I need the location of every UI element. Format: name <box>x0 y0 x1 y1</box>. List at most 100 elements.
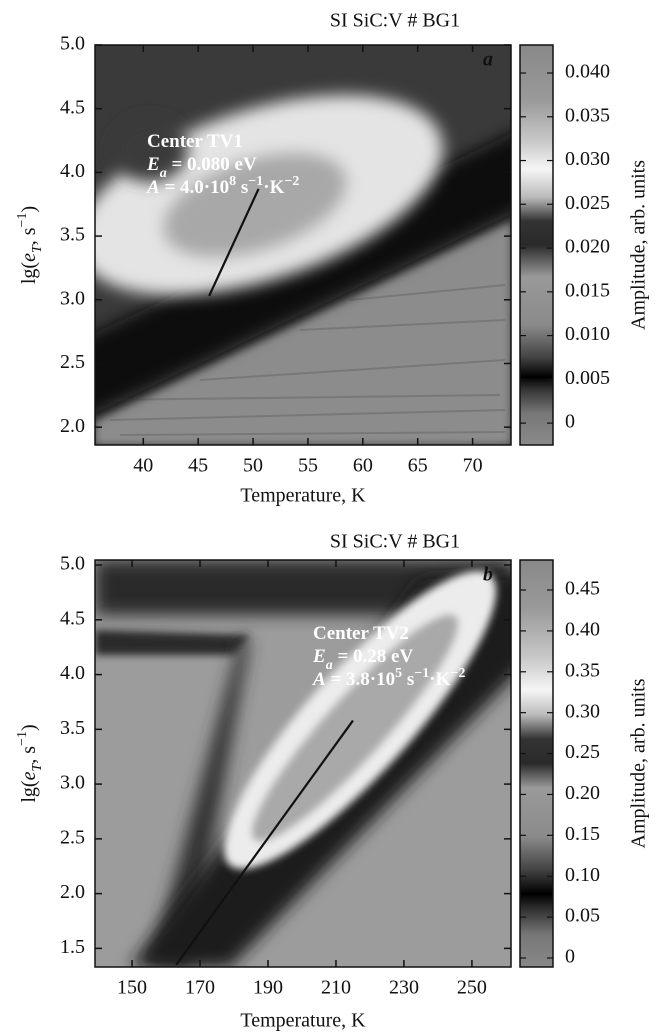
y-axis-label-part: −1 <box>15 731 30 746</box>
annotation-part: −1 <box>414 666 429 681</box>
annotation-part: A <box>146 177 160 198</box>
colorbar-tick-label: 0.30 <box>565 700 600 722</box>
y-axis-label-part: lg( <box>18 780 40 803</box>
colorbar-tick-label: 0.35 <box>565 659 600 681</box>
annotation-part: 5 <box>395 666 402 681</box>
annotation-part: s <box>236 177 248 198</box>
y-axis-label-part: −1 <box>15 213 30 228</box>
colorbar-frame <box>519 44 554 446</box>
x-tick-label: 45 <box>188 455 208 477</box>
colorbar-tick-label: 0.15 <box>565 823 600 845</box>
x-tick-label: 65 <box>408 455 428 477</box>
x-tick-label: 150 <box>117 977 147 999</box>
colorbar-tick-label: 0.020 <box>565 236 610 258</box>
y-tick-label: 4.0 <box>60 160 85 182</box>
annotation-part: = 3.8·10 <box>326 669 395 690</box>
x-tick-label: 60 <box>353 455 373 477</box>
colorbar-tick-label: 0.40 <box>565 618 600 640</box>
y-axis-label-part: T <box>30 763 45 772</box>
x-tick-label: 55 <box>298 455 318 477</box>
annotation: Ea = 0.080 eV <box>146 154 257 180</box>
colorbar-tick-label: 0.005 <box>565 367 610 389</box>
panel-letter: a <box>483 49 493 71</box>
annotation-part: = 0.080 eV <box>167 154 257 175</box>
plot-frame <box>94 44 512 446</box>
colorbar-tick-label: 0 <box>565 946 575 968</box>
annotation-part: ·K <box>429 669 450 690</box>
colorbar <box>520 45 553 445</box>
annotation-part: −1 <box>248 174 263 189</box>
colorbar-tick-label: 0.20 <box>565 782 600 804</box>
annotation: Center TV2 <box>313 623 409 644</box>
y-tick-label: 4.5 <box>60 96 85 118</box>
y-axis-label-part: , s <box>18 746 40 764</box>
colorbar-tick-label: 0.025 <box>565 192 610 214</box>
colorbar-tick-label: 0.10 <box>565 864 600 886</box>
y-tick-label: 5.0 <box>60 33 85 55</box>
y-axis-label-part: , s <box>18 227 40 245</box>
chart-title: SI SiC:V # BG1 <box>330 531 460 553</box>
annotation-part: a <box>326 658 333 673</box>
colorbar-tick-label: 0.035 <box>565 104 610 126</box>
annotation-part: Center TV1 <box>147 131 243 152</box>
y-axis-label: lg(eT, s−1) <box>15 724 45 802</box>
colorbar-tick-label: 0.030 <box>565 148 610 170</box>
y-tick-label: 4.0 <box>60 662 85 684</box>
y-axis-label-part: lg( <box>18 262 40 285</box>
y-axis-label-part: e <box>18 253 40 262</box>
x-tick-label: 40 <box>133 455 153 477</box>
y-tick-label: 3.0 <box>60 772 85 794</box>
annotation-part: a <box>160 166 167 181</box>
y-tick-label: 3.5 <box>60 224 85 246</box>
annotation: Center TV1 <box>147 131 243 152</box>
colorbar-label: Amplitude, arb. units <box>628 160 650 330</box>
chart-title: SI SiC:V # BG1 <box>330 10 460 32</box>
annotation: Ea = 0.28 eV <box>312 646 413 672</box>
y-tick-label: 1.5 <box>60 936 85 958</box>
annotation-part: 8 <box>229 174 236 189</box>
annotation-part: = 4.0·10 <box>160 177 229 198</box>
colorbar-tick-label: 0 <box>565 411 575 433</box>
x-axis-label: Temperature, K <box>240 485 366 507</box>
y-axis-label-part: T <box>30 244 45 253</box>
colorbar-tick-label: 0.25 <box>565 741 600 763</box>
plot-frame <box>94 559 512 968</box>
heatmap-image <box>95 560 511 967</box>
annotation-part: E <box>146 154 160 175</box>
fit-line <box>175 719 354 966</box>
fit-line <box>208 188 260 297</box>
x-tick-label: 70 <box>463 455 483 477</box>
y-axis-label-part: ) <box>18 724 40 731</box>
x-tick-label: 210 <box>321 977 351 999</box>
colorbar <box>520 560 553 967</box>
y-tick-label: 2.0 <box>60 881 85 903</box>
annotation-part: ·K <box>263 177 284 198</box>
annotation-part: −2 <box>450 666 465 681</box>
x-tick-label: 190 <box>253 977 283 999</box>
colorbar-frame <box>519 559 554 968</box>
colorbar-tick-label: 0.015 <box>565 279 610 301</box>
x-tick-label: 250 <box>457 977 487 999</box>
annotation-part: E <box>312 646 326 667</box>
panel-letter: b <box>483 564 493 586</box>
colorbar-tick-label: 0.040 <box>565 61 610 83</box>
y-tick-label: 2.5 <box>60 351 85 373</box>
y-axis-label-part: e <box>18 771 40 780</box>
annotation-part: Center TV2 <box>313 623 409 644</box>
annotation-part: A <box>312 669 326 690</box>
x-tick-label: 50 <box>243 455 263 477</box>
colorbar-tick-label: 0.010 <box>565 323 610 345</box>
x-tick-label: 170 <box>185 977 215 999</box>
y-tick-label: 4.5 <box>60 607 85 629</box>
y-axis-label-part: ) <box>18 206 40 213</box>
y-tick-label: 3.0 <box>60 287 85 309</box>
y-tick-label: 2.0 <box>60 415 85 437</box>
heatmap-image <box>95 45 511 445</box>
x-axis-label: Temperature, K <box>240 1010 366 1032</box>
x-tick-label: 230 <box>389 977 419 999</box>
y-tick-label: 3.5 <box>60 717 85 739</box>
colorbar-label: Amplitude, arb. units <box>628 678 650 848</box>
y-axis-label: lg(eT, s−1) <box>15 206 45 284</box>
annotation-part: = 0.28 eV <box>333 646 414 667</box>
